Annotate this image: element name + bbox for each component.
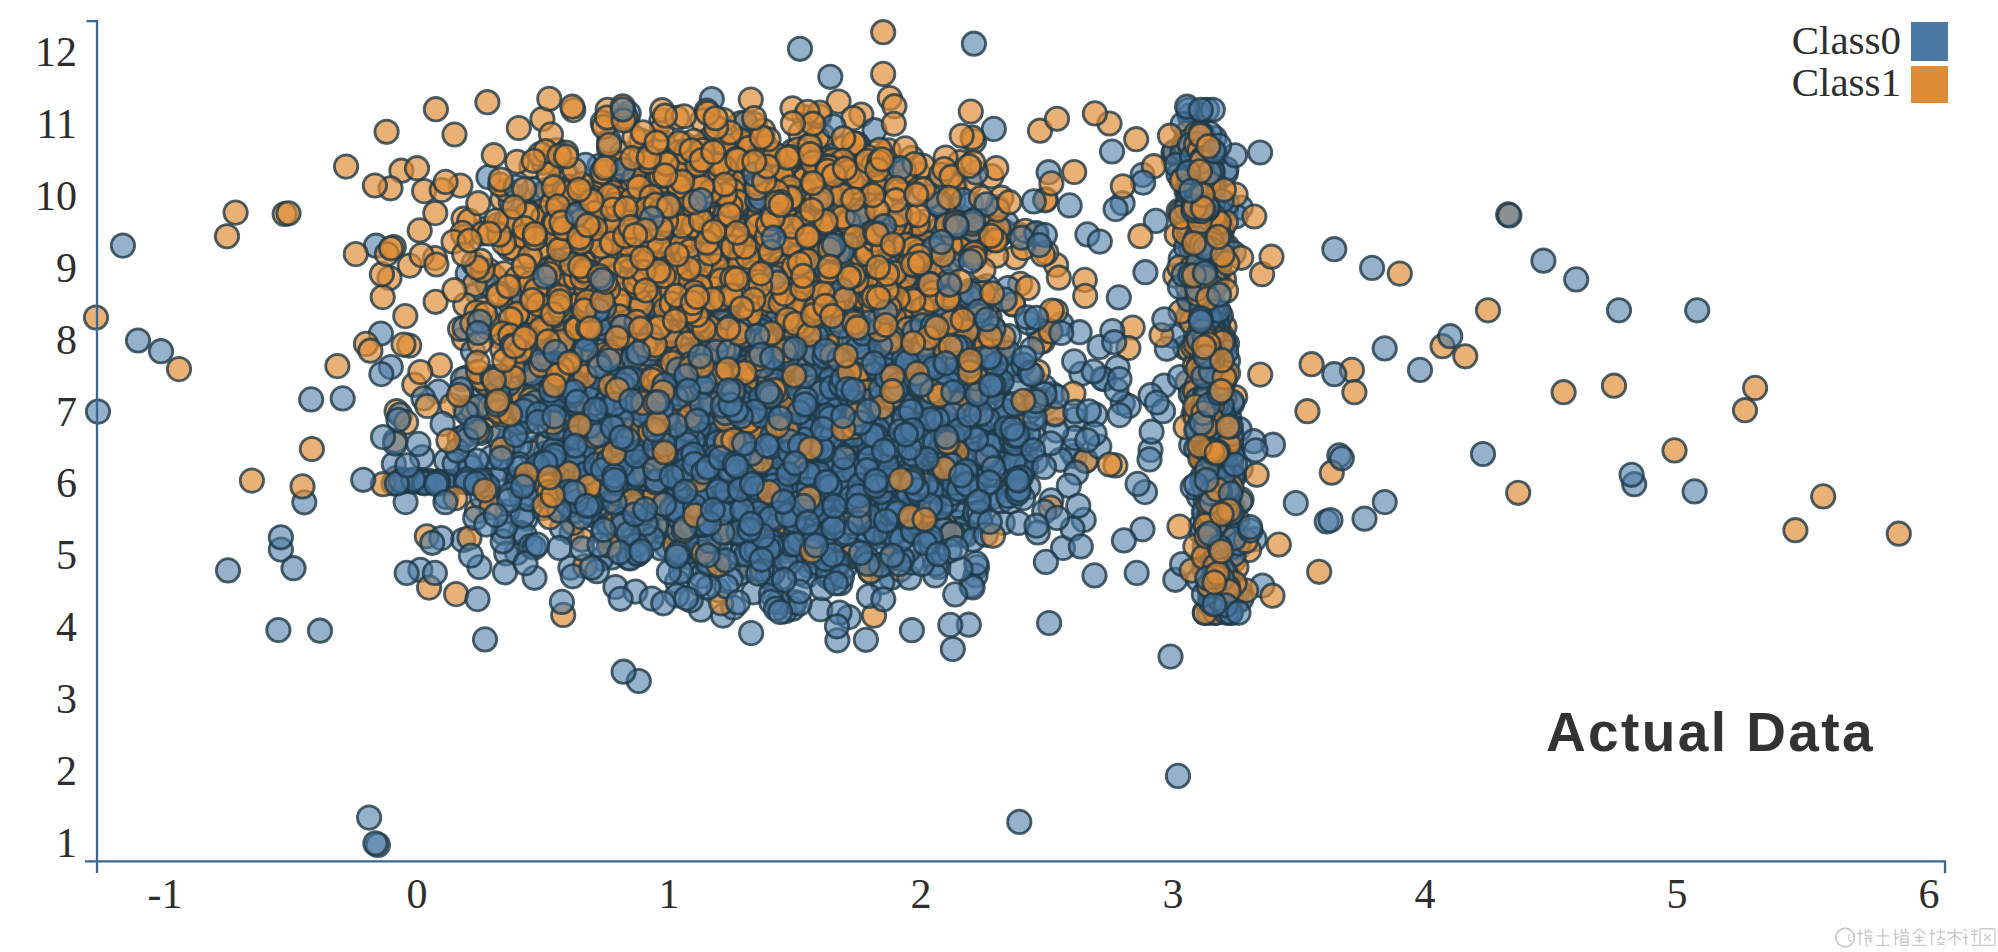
svg-text:1: 1: [659, 871, 680, 917]
svg-text:2: 2: [911, 871, 932, 917]
svg-text:4: 4: [1415, 871, 1436, 917]
svg-text:5: 5: [1667, 871, 1688, 917]
svg-text:8: 8: [56, 317, 77, 363]
svg-text:2: 2: [56, 748, 77, 794]
svg-text:7: 7: [56, 389, 77, 435]
svg-text:12: 12: [35, 29, 77, 75]
svg-text:3: 3: [1163, 871, 1184, 917]
svg-text:Actual Data: Actual Data: [1546, 701, 1875, 763]
svg-text:1: 1: [56, 820, 77, 866]
svg-text:6: 6: [56, 460, 77, 506]
svg-text:Class0: Class0: [1792, 17, 1901, 63]
svg-text:9: 9: [56, 245, 77, 291]
svg-text:5: 5: [56, 532, 77, 578]
svg-text:10: 10: [35, 173, 77, 219]
svg-text:4: 4: [56, 604, 77, 650]
svg-text:11: 11: [37, 101, 77, 147]
svg-text:3: 3: [56, 676, 77, 722]
svg-text:0: 0: [407, 871, 428, 917]
svg-text:Class1: Class1: [1792, 59, 1901, 105]
svg-text:6: 6: [1919, 871, 1940, 917]
svg-text:-1: -1: [148, 871, 183, 917]
